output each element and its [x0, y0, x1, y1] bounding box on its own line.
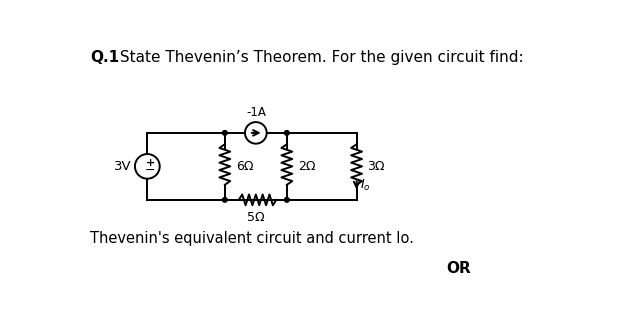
- Text: 2Ω: 2Ω: [298, 160, 315, 173]
- Text: Q.1: Q.1: [90, 51, 119, 66]
- Text: State Thevenin’s Theorem. For the given circuit find:: State Thevenin’s Theorem. For the given …: [115, 51, 523, 66]
- Text: 6Ω: 6Ω: [235, 160, 253, 173]
- Text: $I_o$: $I_o$: [360, 178, 371, 193]
- Text: OR: OR: [446, 261, 471, 276]
- Text: Thevenin's equivalent circuit and current Io.: Thevenin's equivalent circuit and curren…: [90, 231, 414, 246]
- Circle shape: [223, 197, 227, 202]
- Circle shape: [284, 197, 289, 202]
- Text: −: −: [145, 164, 156, 177]
- Text: -1A: -1A: [246, 106, 266, 119]
- Circle shape: [223, 131, 227, 135]
- Text: 5Ω: 5Ω: [247, 211, 265, 224]
- Text: +: +: [146, 157, 155, 168]
- Text: 3Ω: 3Ω: [367, 160, 385, 173]
- Text: 3V: 3V: [114, 160, 132, 173]
- Circle shape: [284, 131, 289, 135]
